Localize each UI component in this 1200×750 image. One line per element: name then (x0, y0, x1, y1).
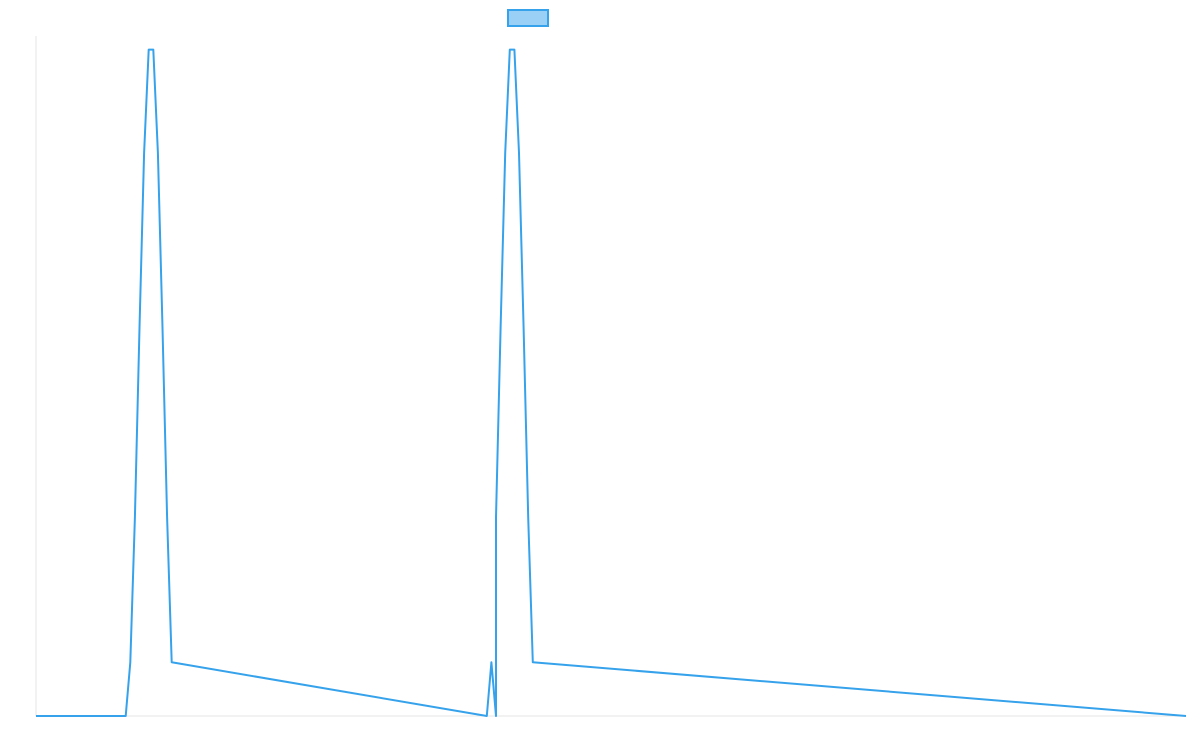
chart-axes (35, 36, 1186, 717)
chart-legend[interactable] (507, 9, 549, 27)
legend-swatch[interactable] (507, 9, 549, 27)
series-line-0 (36, 48, 1187, 717)
series-layer (36, 48, 1187, 717)
